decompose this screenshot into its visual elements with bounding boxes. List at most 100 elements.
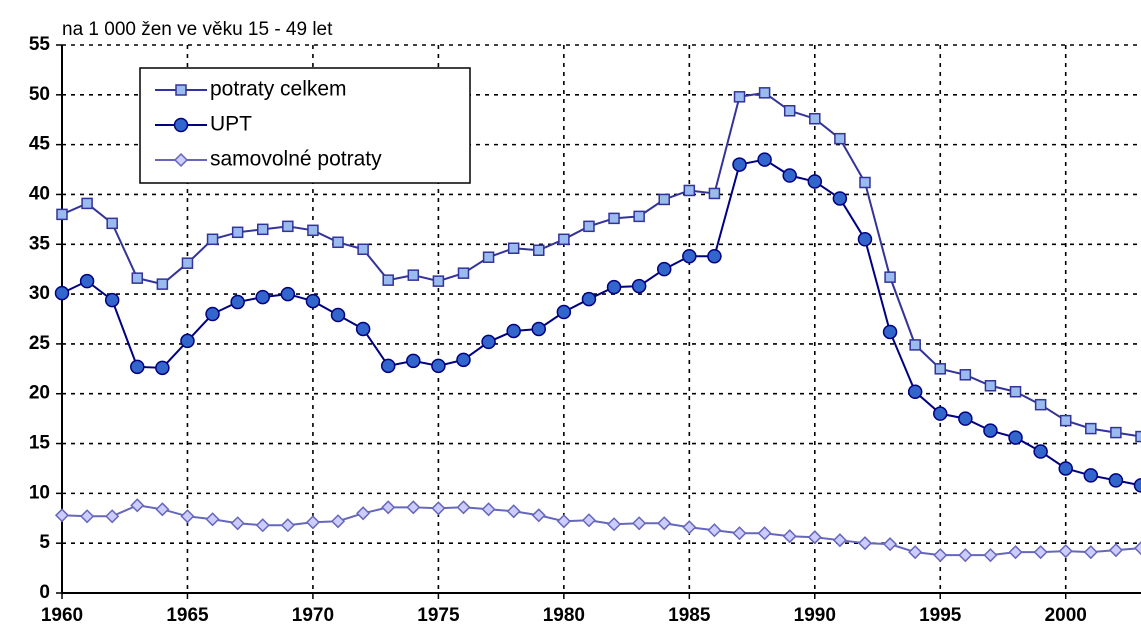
legend-label: potraty celkem	[210, 78, 347, 101]
marker	[631, 278, 647, 294]
marker	[481, 502, 496, 517]
marker	[130, 359, 145, 375]
marker	[1133, 478, 1141, 493]
marker	[155, 360, 170, 376]
y-tick-label: 10	[29, 482, 50, 503]
marker	[457, 267, 470, 279]
marker	[406, 500, 421, 515]
legend-label: UPT	[210, 113, 252, 136]
marker	[355, 321, 371, 337]
marker	[758, 87, 771, 99]
marker	[1058, 544, 1073, 559]
marker	[707, 523, 722, 538]
marker	[1085, 422, 1097, 435]
marker	[56, 208, 68, 221]
marker	[332, 236, 344, 249]
marker	[882, 324, 898, 340]
x-tick-label: 1995	[919, 605, 962, 626]
marker	[832, 191, 848, 206]
marker	[432, 275, 445, 287]
marker	[1108, 543, 1123, 558]
marker	[733, 91, 746, 103]
x-tick-label: 2000	[1045, 605, 1087, 626]
marker	[983, 548, 998, 563]
marker	[156, 278, 169, 290]
marker	[658, 193, 670, 206]
marker	[431, 358, 446, 374]
marker	[54, 508, 70, 523]
marker	[984, 380, 997, 392]
marker	[1110, 426, 1122, 439]
marker	[757, 526, 772, 541]
marker	[732, 526, 747, 541]
marker	[958, 411, 973, 426]
x-tick-label: 1960	[41, 605, 83, 626]
marker	[255, 289, 270, 305]
marker	[1008, 545, 1023, 560]
marker	[282, 220, 294, 233]
marker	[506, 323, 521, 339]
marker	[54, 285, 70, 301]
marker	[305, 515, 320, 530]
marker	[682, 520, 697, 535]
y-tick-label: 40	[29, 183, 50, 204]
marker	[531, 508, 546, 523]
marker	[79, 273, 95, 289]
marker	[531, 321, 547, 337]
marker	[757, 152, 772, 167]
marker	[783, 105, 796, 117]
marker	[382, 274, 394, 286]
axis-label: na 1 000 žen ve věku 15 - 49 let	[62, 19, 333, 40]
marker	[1083, 468, 1099, 483]
series-line	[61, 158, 1141, 487]
x-tick-label: 1975	[417, 605, 460, 626]
marker	[205, 512, 220, 527]
marker	[230, 294, 245, 310]
marker	[406, 353, 421, 369]
marker	[606, 517, 622, 532]
marker	[1133, 541, 1141, 556]
marker	[581, 513, 597, 528]
marker	[106, 217, 118, 230]
marker	[608, 212, 620, 225]
marker	[933, 548, 948, 563]
marker	[782, 168, 797, 183]
marker	[807, 530, 822, 545]
marker	[80, 509, 95, 524]
marker	[330, 514, 346, 529]
marker	[381, 500, 396, 515]
marker	[556, 304, 572, 320]
marker	[857, 536, 873, 551]
marker	[231, 226, 244, 239]
marker	[983, 423, 998, 438]
marker	[1009, 385, 1022, 398]
marker	[180, 509, 195, 524]
marker	[683, 184, 696, 197]
marker	[280, 286, 296, 302]
marker	[230, 516, 245, 531]
marker	[682, 248, 697, 264]
x-tick-label: 1965	[166, 605, 209, 626]
marker	[1135, 430, 1141, 443]
marker	[155, 502, 170, 517]
marker	[180, 333, 195, 349]
marker	[380, 358, 396, 374]
marker	[131, 272, 144, 284]
y-tick-label: 5	[39, 532, 50, 553]
marker	[1108, 473, 1124, 488]
marker	[1034, 398, 1047, 411]
y-tick-label: 55	[29, 34, 51, 55]
marker	[908, 545, 923, 560]
marker	[581, 291, 597, 307]
marker	[431, 501, 446, 516]
marker	[507, 242, 520, 255]
marker	[558, 233, 570, 246]
marker	[782, 529, 797, 544]
marker	[456, 500, 471, 515]
marker	[104, 292, 120, 308]
marker	[1033, 444, 1048, 459]
y-tick-label: 20	[29, 383, 50, 404]
marker	[958, 548, 973, 563]
marker	[206, 233, 219, 246]
